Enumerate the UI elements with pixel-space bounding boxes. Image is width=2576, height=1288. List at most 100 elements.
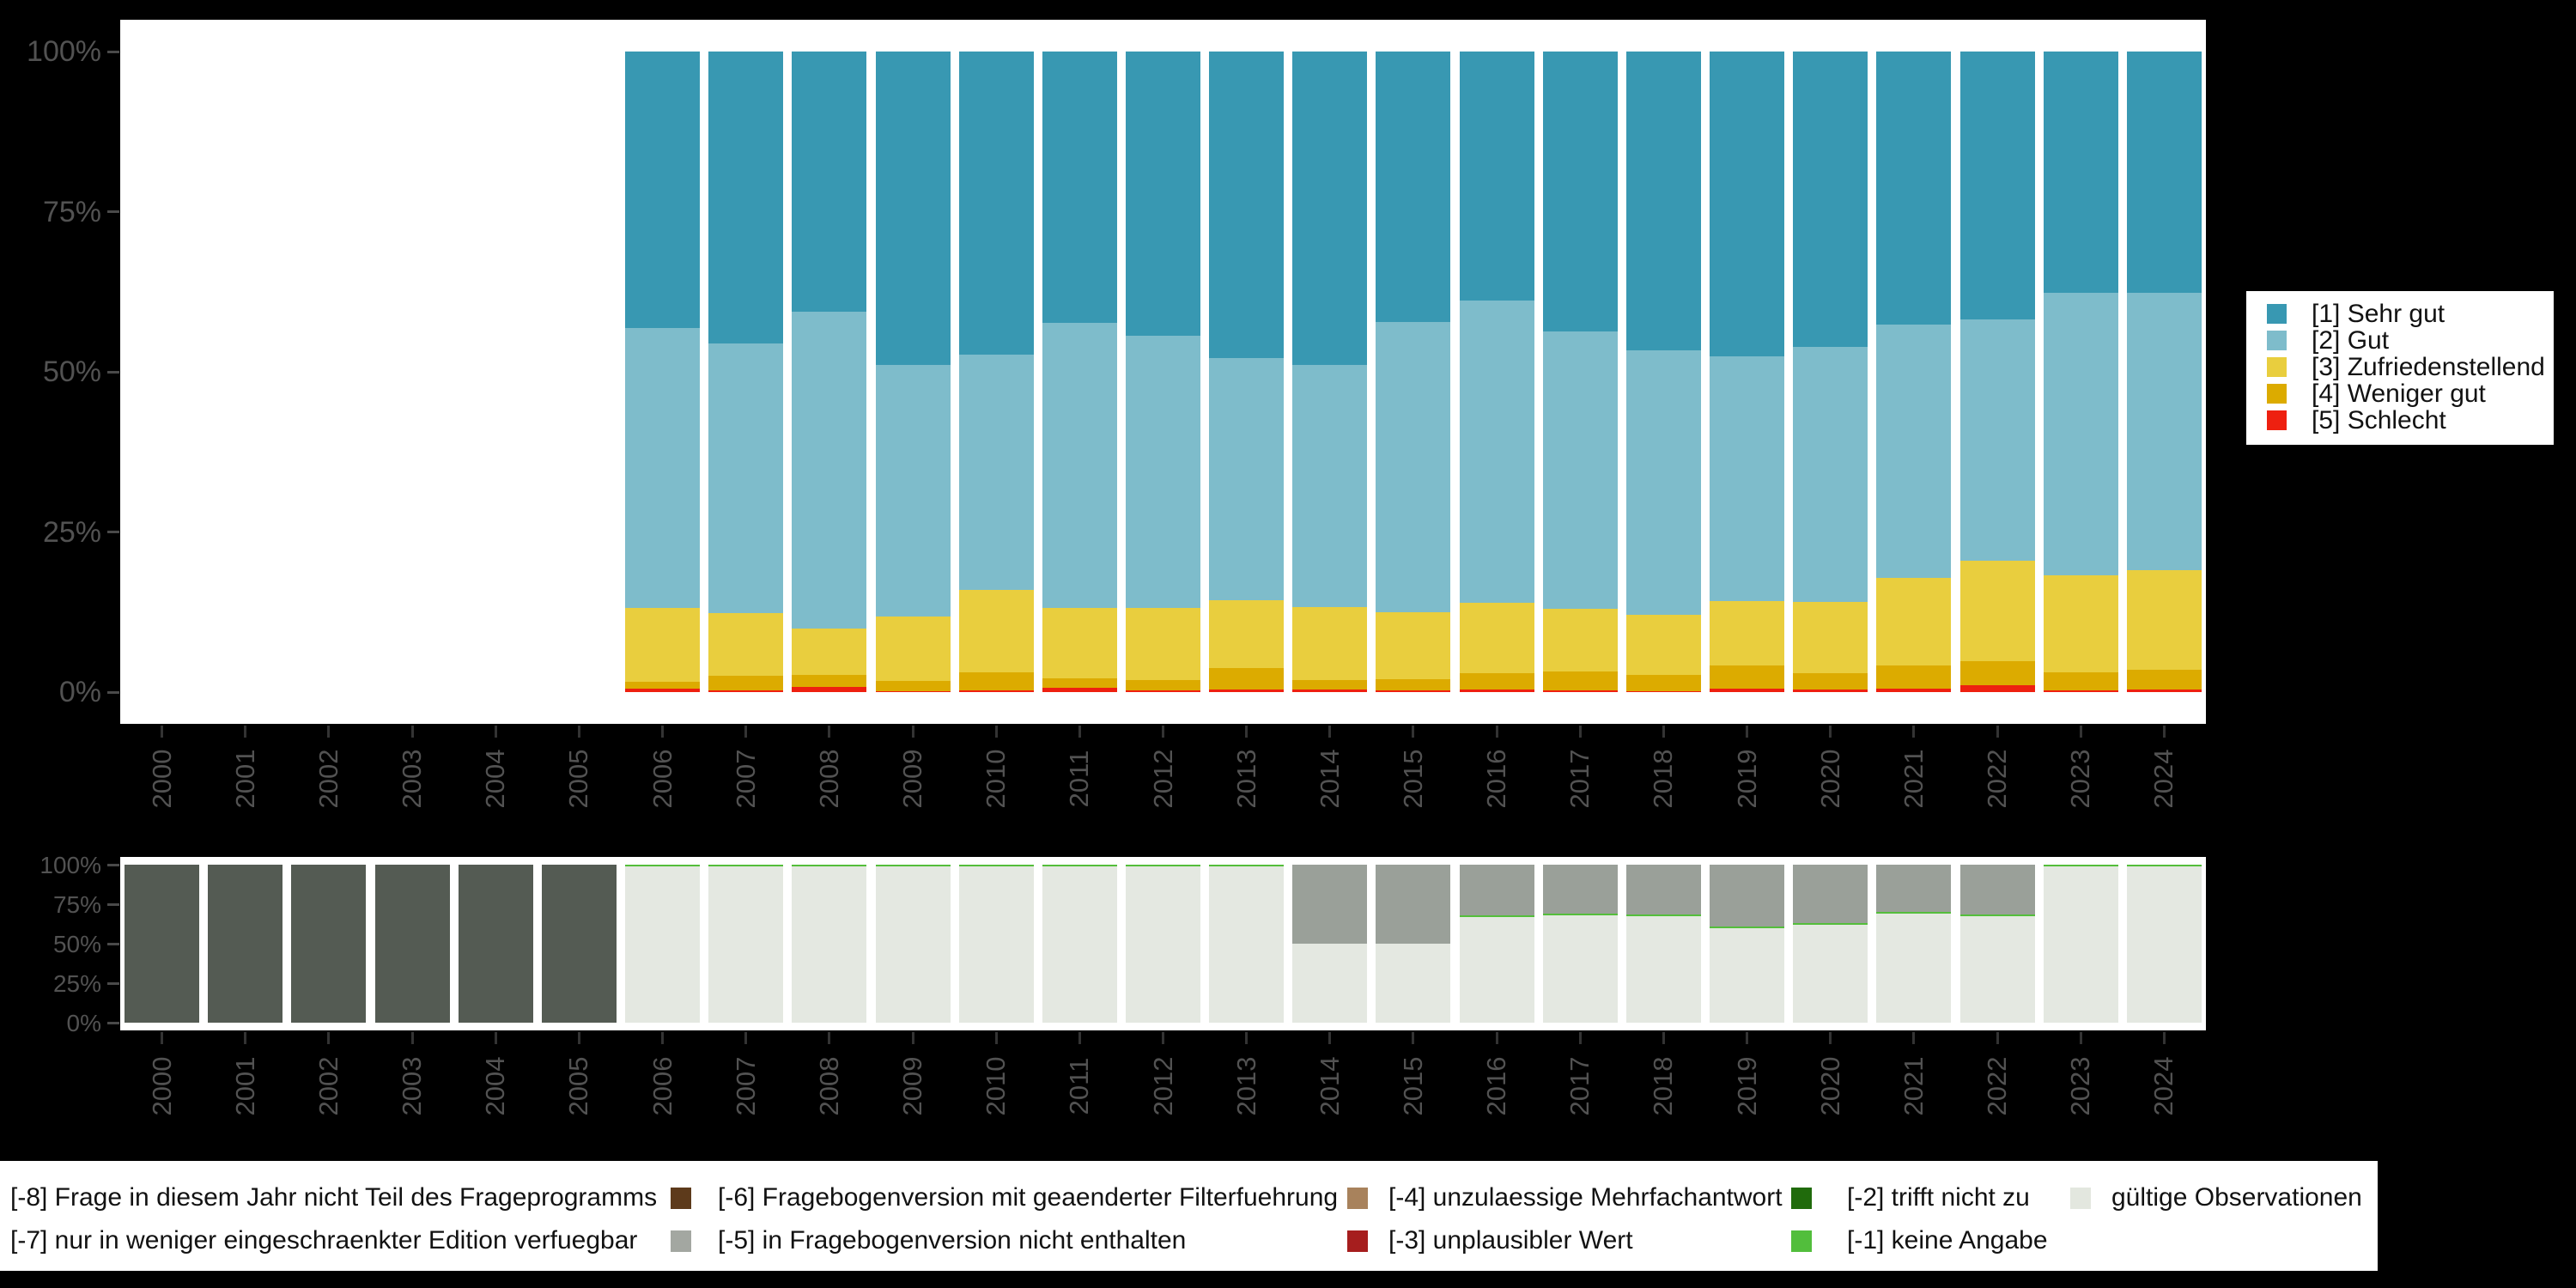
bar-2010 — [958, 52, 1034, 692]
missing-code-label: [-1] keine Angabe — [1847, 1226, 2048, 1255]
bar-2006 — [625, 865, 701, 1023]
segment-2-2006 — [625, 608, 701, 683]
x-axis-tick — [1245, 1032, 1249, 1044]
missing-code-swatch — [671, 1230, 691, 1252]
x-axis-tick — [1829, 1032, 1832, 1044]
x-axis-year-label: 2002 — [313, 749, 343, 809]
segment-4-2017 — [1542, 690, 1618, 692]
segment-4-2008 — [792, 687, 867, 692]
segment-0-2006 — [625, 52, 701, 329]
segment-1-2008 — [792, 311, 867, 629]
y-axis-label: 25% — [52, 969, 101, 997]
segment-4-2024 — [2126, 690, 2202, 692]
missing-code-swatch — [1791, 1230, 1812, 1252]
x-axis-year-label: 2024 — [2148, 1056, 2179, 1116]
segment-4-2011 — [1042, 687, 1117, 692]
segment-0-2011 — [1042, 866, 1117, 1023]
bar-2008 — [792, 52, 867, 692]
segment-3-2012 — [1126, 679, 1200, 690]
segment-2-2021 — [1876, 578, 1952, 666]
x-axis-year-label: 2012 — [1147, 749, 1178, 809]
x-axis-year-label: 2006 — [647, 1056, 677, 1116]
segment-4-2006 — [625, 688, 701, 692]
bar-2019 — [1710, 865, 1785, 1023]
segment-0-2023 — [2043, 52, 2118, 294]
bar-2004 — [458, 865, 533, 1023]
segment-3-2004 — [458, 865, 533, 1023]
segment-1-2012 — [1126, 336, 1200, 609]
segment-0-2015 — [1376, 943, 1451, 1023]
x-axis-tick — [1912, 726, 1916, 738]
x-axis-year-label: 2000 — [146, 1056, 177, 1116]
x-axis-year-label: 2020 — [1814, 749, 1845, 809]
x-axis-year-label: 2016 — [1481, 1056, 1512, 1116]
segment-3-2022 — [1959, 661, 2035, 685]
segment-3-2019 — [1710, 665, 1785, 689]
x-axis-year-label: 2023 — [2065, 749, 2096, 809]
segment-0-2019 — [1710, 52, 1785, 357]
x-axis-tick — [1245, 726, 1249, 738]
x-axis-year-label: 2001 — [229, 1056, 260, 1116]
bar-2013 — [1209, 52, 1285, 692]
segment-0-2013 — [1209, 866, 1285, 1023]
segment-1-2024 — [2126, 865, 2202, 866]
segment-1-2013 — [1209, 865, 1285, 866]
legend-entry: [2] Gut — [2267, 326, 2554, 355]
x-axis-tick — [1996, 726, 1999, 738]
segment-4-2020 — [1793, 690, 1868, 692]
missing-code-label: [-5] in Fragebogenversion nicht enthalte… — [718, 1226, 1187, 1255]
bar-2007 — [708, 52, 784, 692]
x-axis-tick — [1078, 726, 1081, 738]
segment-0-2014 — [1292, 943, 1368, 1023]
x-axis-tick — [1078, 1032, 1081, 1044]
bar-2014 — [1292, 865, 1368, 1023]
missing-code-label: gültige Observationen — [2111, 1183, 2362, 1212]
segment-0-2010 — [958, 52, 1034, 355]
y-axis-tick — [107, 531, 119, 533]
bar-2003 — [374, 865, 450, 1023]
segment-1-2017 — [1542, 914, 1618, 916]
x-axis-tick — [577, 726, 580, 738]
segment-2-2020 — [1793, 601, 1868, 673]
legend-color-swatch — [2267, 331, 2287, 350]
segment-4-2012 — [1126, 690, 1200, 692]
satisfaction-legend: [1] Sehr gut [2] Gut [3] Zufriedenstellend… — [2245, 289, 2555, 447]
segment-1-2012 — [1126, 865, 1200, 866]
segment-2-2022 — [1959, 865, 2035, 915]
segment-0-2016 — [1459, 917, 1534, 1023]
bar-2016 — [1459, 865, 1534, 1023]
missing-code-label: [-3] unplausibler Wert — [1388, 1226, 1633, 1255]
segment-3-2006 — [625, 682, 701, 689]
segment-1-2022 — [1959, 319, 2035, 562]
segment-0-2010 — [958, 866, 1034, 1023]
bar-2022 — [1959, 52, 2035, 692]
x-axis-year-label: 2019 — [1731, 749, 1762, 809]
bar-2016 — [1459, 52, 1534, 692]
segment-0-2023 — [2043, 866, 2118, 1023]
x-axis-tick — [1746, 1032, 1749, 1044]
segment-0-2018 — [1625, 916, 1701, 1023]
bar-2013 — [1209, 865, 1285, 1023]
segment-2-2015 — [1376, 611, 1451, 680]
x-axis-year-label: 2010 — [981, 1056, 1012, 1116]
segment-2-2018 — [1625, 614, 1701, 675]
segment-1-2020 — [1793, 923, 1868, 926]
segment-0-2017 — [1542, 915, 1618, 1023]
x-axis-year-label: 2001 — [229, 749, 260, 809]
bar-2020 — [1793, 865, 1868, 1023]
x-axis-tick — [911, 1032, 914, 1044]
y-axis-label: 100% — [27, 35, 101, 69]
x-axis-year-label: 2018 — [1648, 749, 1679, 809]
x-axis-year-label: 2000 — [146, 749, 177, 809]
segment-2-2021 — [1876, 865, 1952, 912]
segment-0-2006 — [625, 866, 701, 1023]
segment-4-2023 — [2043, 690, 2118, 692]
segment-1-2019 — [1710, 926, 1785, 928]
missing-code-swatch — [1791, 1188, 1812, 1209]
bar-2006 — [625, 52, 701, 692]
segment-3-2013 — [1209, 667, 1285, 690]
x-axis-year-label: 2002 — [313, 1056, 343, 1116]
segment-2-2010 — [958, 590, 1034, 672]
segment-2-2016 — [1459, 865, 1534, 916]
